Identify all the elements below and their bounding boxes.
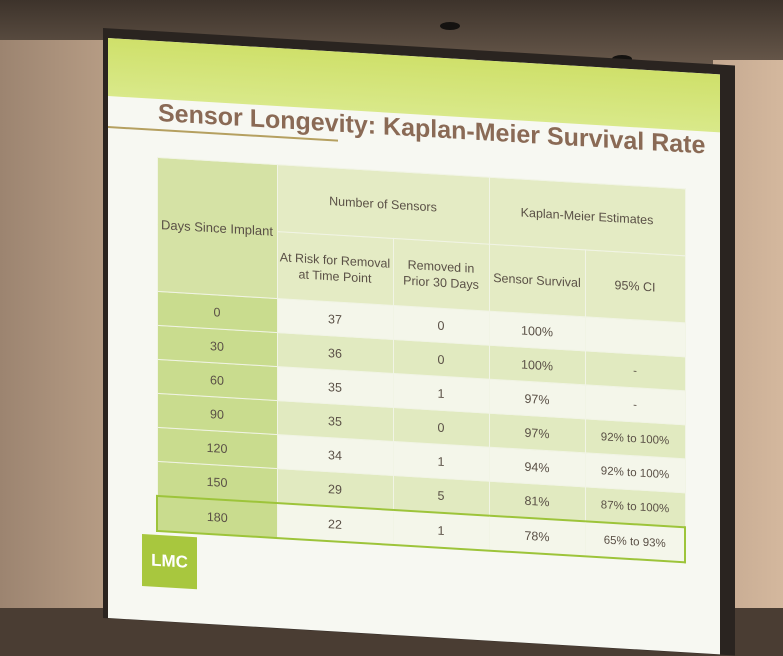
cell-survival: 97% [489,413,585,453]
header-removed: Removed in Prior 30 Days [393,238,489,312]
cell-days: 180 [157,495,277,539]
cell-at-risk: 22 [277,503,393,545]
cell-survival: 97% [489,379,585,419]
survival-table: Days Since Implant Number of Sensors Kap… [156,157,686,563]
header-sensor-survival: Sensor Survival [489,244,585,317]
cell-ci: 65% to 93% [585,521,686,563]
cell-removed: 0 [393,339,489,380]
cell-survival: 100% [489,345,585,385]
cell-survival: 78% [489,515,585,557]
cell-removed: 1 [393,441,489,482]
cell-survival: 94% [489,447,585,487]
cell-survival: 100% [489,311,585,351]
cell-removed: 0 [393,407,489,448]
presentation-slide: Sensor Longevity: Kaplan-Meier Survival … [108,38,720,655]
cell-removed: 1 [393,373,489,414]
cell-ci: 87% to 100% [585,486,686,528]
header-days-since-implant: Days Since Implant [157,157,277,299]
header-kaplan-meier-estimates: Kaplan-Meier Estimates [489,177,686,256]
header-at-risk: At Risk for Removal at Time Point [277,231,393,306]
cell-removed: 5 [393,475,489,516]
cell-removed: 0 [393,305,489,346]
cell-survival: 81% [489,481,585,522]
ceiling-light [440,22,460,30]
header-number-of-sensors: Number of Sensors [277,164,489,245]
left-wall [0,40,110,608]
lmc-logo: LMC [142,534,197,590]
header-95-ci: 95% CI [585,249,686,323]
cell-removed: 1 [393,509,489,551]
